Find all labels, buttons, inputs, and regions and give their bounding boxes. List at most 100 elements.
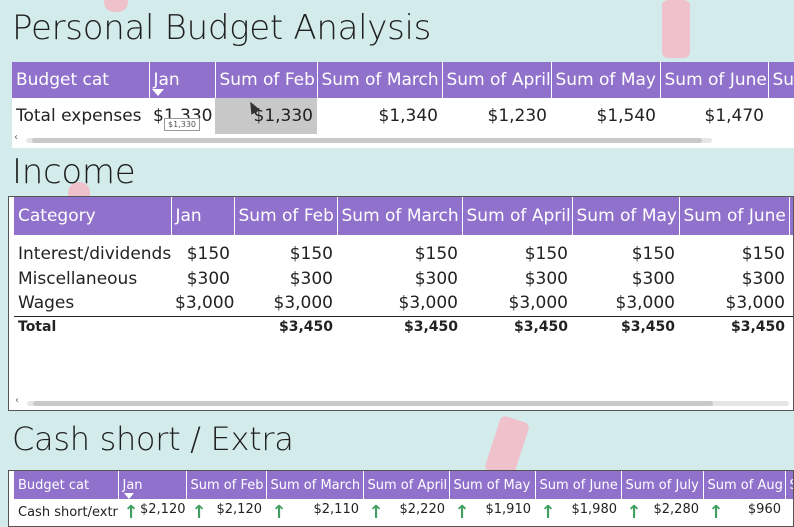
table-cell[interactable]: $150 <box>741 243 785 264</box>
income-table-panel: Category Jan Sum of Feb Sum of March Sum… <box>8 196 794 411</box>
column-header[interactable]: Sum of June <box>535 471 622 499</box>
up-arrow-icon: ↑ <box>708 501 724 523</box>
column-header[interactable]: Sum of June <box>679 197 790 235</box>
column-header[interactable]: Category <box>14 197 172 235</box>
table-cell[interactable]: ↑ $2,110 <box>271 501 359 523</box>
horizontal-scrollbar[interactable]: ‹ <box>13 395 789 407</box>
column-header[interactable]: Sum of March <box>317 62 443 98</box>
table-cell[interactable]: $3,000 <box>273 293 333 314</box>
table-cell[interactable]: $150 <box>631 243 675 264</box>
column-header[interactable]: Sum of Feb <box>186 471 267 499</box>
table-cell[interactable]: $1,230 <box>487 106 547 126</box>
table-cell[interactable]: $3,000 <box>175 293 234 314</box>
budget-table: Budget cat Jan Sum of Feb Sum of March S… <box>12 62 794 134</box>
caret-down-icon[interactable] <box>124 493 134 499</box>
table-cell[interactable]: $300 <box>631 268 675 289</box>
row-label: Total <box>18 319 57 336</box>
column-header[interactable]: Su <box>768 62 794 98</box>
table-cell[interactable]: $150 <box>524 243 568 264</box>
table-row[interactable]: Wages $3,000 $3,000 $3,000 $3,000 $3,000… <box>14 291 793 316</box>
caret-down-icon[interactable] <box>152 89 164 96</box>
table-cell[interactable]: $300 <box>289 268 333 289</box>
table-cell[interactable]: $1,540 <box>596 106 656 126</box>
column-header[interactable]: Jan <box>171 197 235 235</box>
table-cell[interactable]: $300 <box>741 268 785 289</box>
table-cell[interactable] <box>768 98 794 134</box>
decor-shape <box>662 0 690 58</box>
chevron-left-icon[interactable]: ‹ <box>14 132 18 143</box>
table-cell[interactable]: $3,450 <box>730 319 785 336</box>
up-arrow-icon: ↑ <box>271 501 287 523</box>
column-header[interactable]: Sum of July <box>621 471 704 499</box>
up-arrow-icon: ↑ <box>123 501 139 523</box>
column-header[interactable]: Budget cat <box>12 62 150 98</box>
column-header[interactable]: Sum of April <box>462 197 573 235</box>
table-cell[interactable]: $3,450 <box>620 319 675 336</box>
table-row[interactable]: Total expenses $1,330 $1,330 $1,340 $1,2… <box>12 98 794 134</box>
table-cell-selected[interactable]: $1,330 <box>215 98 317 134</box>
column-header[interactable]: S <box>785 471 793 499</box>
table-cell[interactable]: $3,450 <box>403 319 458 336</box>
table-cell[interactable]: ↑ $2,220 <box>368 501 445 523</box>
table-row[interactable]: Miscellaneous $300 $300 $300 $300 $300 $… <box>14 266 793 291</box>
table-row[interactable]: Interest/dividends $150 $150 $150 $150 $… <box>14 241 793 266</box>
table-cell[interactable]: ↑ $2,120 <box>191 501 262 523</box>
table-cell[interactable]: $3,450 <box>278 319 333 336</box>
horizontal-scrollbar[interactable]: ‹ <box>12 132 712 144</box>
table-cell[interactable]: $3,000 <box>615 293 675 314</box>
table-cell[interactable]: ↑ $1,910 <box>454 501 531 523</box>
budget-table-panel: Budget cat Jan Sum of Feb Sum of March S… <box>12 62 794 148</box>
up-arrow-icon: ↑ <box>191 501 207 523</box>
scrollbar-thumb[interactable] <box>32 138 702 143</box>
column-header[interactable]: Sum of May <box>572 197 680 235</box>
table-cell[interactable]: ↑ $1,980 <box>540 501 617 523</box>
table-cell[interactable] <box>171 316 234 338</box>
table-header-row: Budget cat Jan Sum of Feb Sum of March S… <box>12 62 794 98</box>
table-cell[interactable]: ↑ $960 <box>708 501 781 523</box>
row-label: Wages <box>18 293 75 314</box>
chevron-left-icon[interactable]: ‹ <box>15 395 19 406</box>
column-header[interactable]: Sum of Feb <box>215 62 318 98</box>
table-cell[interactable]: $1,340 <box>378 106 438 126</box>
table-cell[interactable]: ↑ $2,120 <box>123 501 186 523</box>
column-header[interactable]: Sum of April <box>363 471 450 499</box>
column-header[interactable]: Sum of March <box>266 471 364 499</box>
table-cell[interactable]: $150 <box>186 243 230 264</box>
page-title: Personal Budget Analysis <box>12 8 432 48</box>
table-header-row: Category Jan Sum of Feb Sum of March Sum… <box>14 197 793 235</box>
table-cell[interactable]: ↑ $2,280 <box>626 501 699 523</box>
table-cell[interactable]: $3,000 <box>508 293 568 314</box>
table-cell[interactable]: $150 <box>289 243 333 264</box>
decor-shape <box>68 182 90 198</box>
table-row[interactable]: Cash short/extra ↑ $2,120 ↑ $2,120 ↑ $2,110… <box>14 499 793 525</box>
row-label: Interest/dividends <box>18 243 171 264</box>
column-header[interactable]: Sum of Feb <box>234 197 338 235</box>
section-title-income: Income <box>12 152 136 192</box>
tooltip: $1,330 <box>164 118 200 131</box>
table-cell[interactable]: $1,470 <box>704 106 764 126</box>
table-cell[interactable]: $300 <box>414 268 458 289</box>
table-cell[interactable]: $300 <box>186 268 230 289</box>
table-cell[interactable]: $150 <box>414 243 458 264</box>
column-header[interactable]: Sum of Aug <box>703 471 786 499</box>
cash-table: Budget cat Jan Sum of Feb Sum of March S… <box>14 471 793 525</box>
table-cell[interactable]: $3,000 <box>725 293 785 314</box>
column-header[interactable]: Sum of June <box>660 62 769 98</box>
table-cell[interactable]: $3,000 <box>398 293 458 314</box>
column-header[interactable]: Sum of May <box>551 62 661 98</box>
row-label: Cash short/extra <box>18 504 118 520</box>
column-header[interactable]: Budget cat <box>14 471 119 499</box>
table-header-row: Budget cat Jan Sum of Feb Sum of March S… <box>14 471 793 499</box>
decor-shape <box>104 0 128 12</box>
column-header[interactable]: S <box>789 197 793 235</box>
up-arrow-icon: ↑ <box>626 501 642 523</box>
table-cell[interactable]: ↑ <box>785 499 793 525</box>
section-title-cash: Cash short / Extra <box>12 420 294 458</box>
table-cell[interactable]: $3,450 <box>513 319 568 336</box>
table-cell[interactable]: $300 <box>524 268 568 289</box>
column-header[interactable]: Sum of March <box>337 197 463 235</box>
column-header[interactable]: Sum of April <box>442 62 552 98</box>
scrollbar-thumb[interactable] <box>33 401 713 406</box>
column-header[interactable]: Sum of May <box>449 471 536 499</box>
table-total-row[interactable]: Total $3,450 $3,450 $3,450 $3,450 $3,450 <box>14 316 793 338</box>
